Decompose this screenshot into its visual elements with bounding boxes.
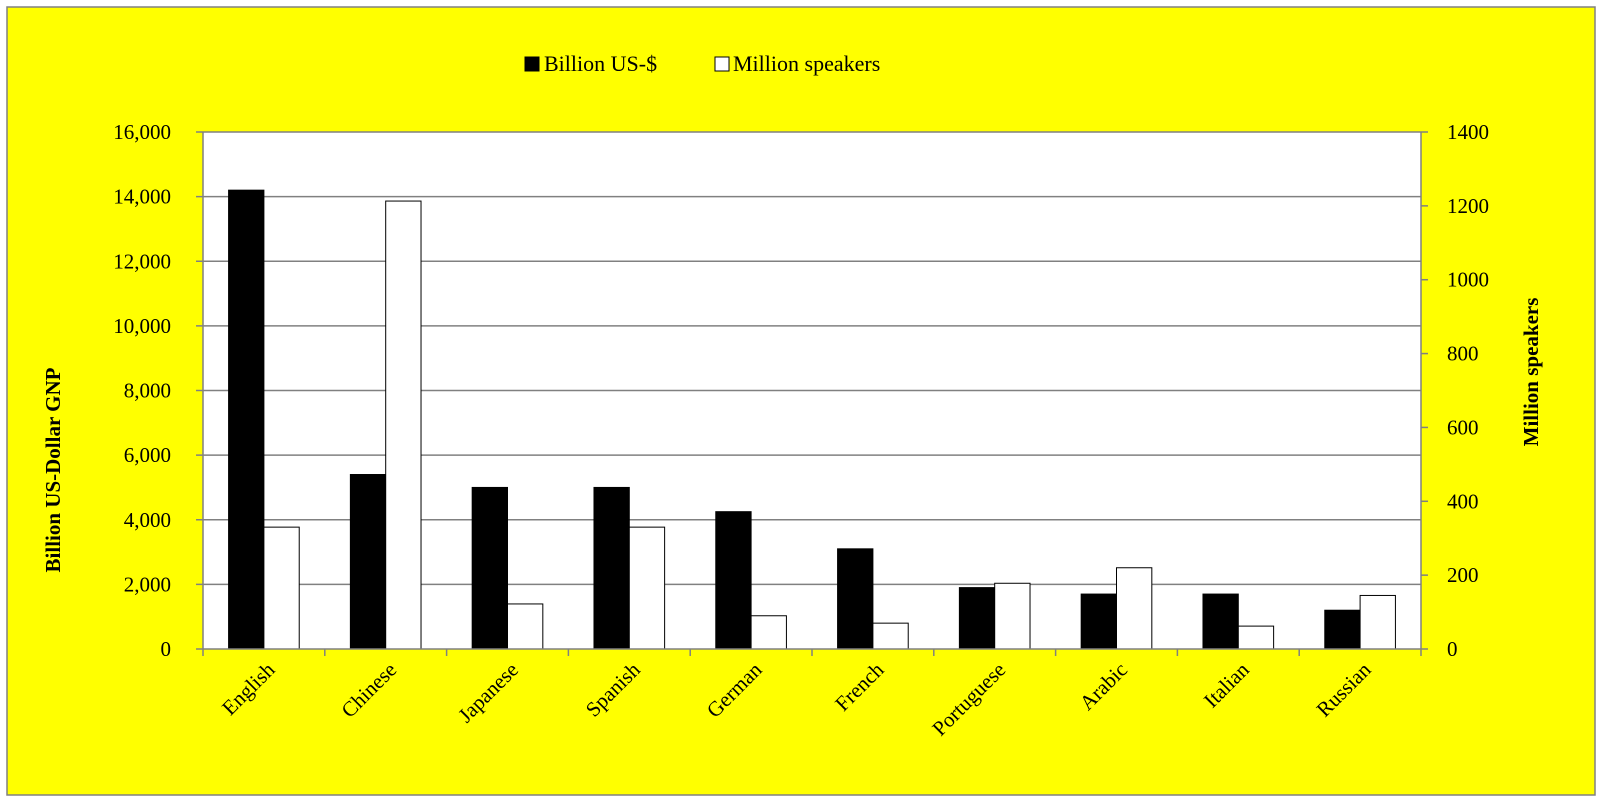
bar-million-speakers-german — [750, 615, 787, 650]
bar-billion-usd-portuguese — [958, 587, 996, 650]
left-tick-label: 6,000 — [124, 443, 171, 467]
left-tick-label: 2,000 — [124, 572, 171, 596]
left-tick-label: 16,000 — [113, 120, 171, 144]
left-tick-label: 0 — [161, 637, 172, 661]
left-axis-ticks: 0 2,000 4,000 6,000 8,000 10,000 12,000 14,000 1… — [113, 120, 203, 661]
bars — [228, 189, 1396, 650]
bar-million-speakers-italian — [1237, 625, 1275, 650]
bar-million-speakers-portuguese — [994, 582, 1031, 650]
bar-million-speakers-french — [872, 622, 909, 650]
right-tick-label: 1200 — [1447, 194, 1489, 218]
right-tick-label: 1000 — [1447, 268, 1489, 292]
right-tick-label: 0 — [1447, 637, 1458, 661]
legend-swatch-billion-usd — [524, 56, 540, 72]
bar-million-speakers-spanish — [628, 526, 666, 650]
legend: Billion US-$ Million speakers — [524, 51, 880, 76]
left-axis-title: Billion US-Dollar GNP — [41, 367, 65, 572]
bar-billion-usd-spanish — [593, 486, 630, 650]
bar-million-speakers-arabic — [1116, 567, 1153, 650]
right-axis-ticks: 0 200 400 600 800 1000 1200 1400 — [1421, 120, 1489, 661]
bar-million-speakers-russian — [1359, 594, 1396, 650]
legend-label-billion-usd: Billion US-$ — [544, 51, 657, 76]
bar-billion-usd-arabic — [1080, 593, 1117, 650]
legend-label-million-speakers: Million speakers — [733, 51, 880, 76]
bar-million-speakers-chinese — [385, 200, 422, 650]
bar-million-speakers-japanese — [507, 603, 544, 650]
right-tick-label: 600 — [1447, 415, 1479, 439]
bar-billion-usd-italian — [1202, 593, 1239, 650]
left-tick-label: 10,000 — [113, 314, 171, 338]
right-tick-label: 800 — [1447, 342, 1479, 366]
left-tick-label: 8,000 — [124, 379, 171, 403]
bar-billion-usd-german — [715, 511, 752, 650]
right-tick-label: 200 — [1447, 563, 1479, 587]
left-tick-label: 12,000 — [113, 249, 171, 273]
right-axis-title: Million speakers — [1519, 298, 1543, 447]
right-tick-label: 1400 — [1447, 120, 1489, 144]
legend-swatch-million-speakers — [714, 56, 730, 72]
bar-billion-usd-french — [837, 548, 874, 650]
bar-billion-usd-russian — [1324, 609, 1361, 650]
bar-billion-usd-english — [228, 189, 265, 650]
left-tick-label: 14,000 — [113, 185, 171, 209]
bar-billion-usd-japanese — [471, 486, 509, 650]
bar-million-speakers-english — [263, 526, 300, 650]
bar-billion-usd-chinese — [349, 474, 387, 650]
right-tick-label: 400 — [1447, 489, 1479, 513]
left-tick-label: 4,000 — [124, 508, 171, 532]
